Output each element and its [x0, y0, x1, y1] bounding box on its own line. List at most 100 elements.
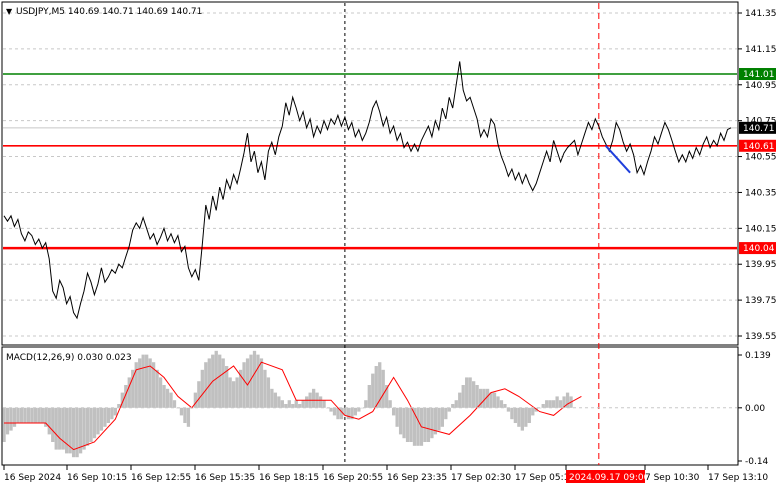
macd-bar	[510, 407, 514, 420]
macd-bar	[350, 407, 354, 420]
macd-bar	[423, 407, 427, 443]
macd-bar	[183, 407, 187, 424]
macd-bar	[506, 407, 511, 412]
time-tick-label: 16 Sep 18:15	[259, 473, 319, 483]
time-tick-label: 16 Sep 10:15	[67, 473, 127, 483]
macd-bar	[270, 388, 274, 408]
macd-bar	[113, 407, 118, 416]
time-axis: 16 Sep 2024 16 Sep 10:15 16 Sep 12:55 16 Se…	[3, 465, 768, 483]
macd-bar	[454, 400, 458, 408]
macd-bar	[447, 407, 451, 412]
macd-bar	[78, 407, 83, 454]
macd-bar	[204, 362, 208, 408]
macd-bar	[496, 396, 500, 408]
macd-bar	[58, 407, 62, 450]
macd-bar	[235, 377, 239, 408]
macd-bar	[92, 407, 97, 439]
macd-bar	[9, 407, 13, 431]
macd-bar	[280, 400, 284, 408]
price-tick-label: 139.75	[745, 296, 777, 306]
macd-bar	[353, 407, 358, 416]
macd-bar	[54, 407, 58, 450]
macd-bar	[186, 407, 191, 427]
macd-bar	[158, 377, 163, 408]
macd-title: MACD(12,26,9) 0.030 0.023	[6, 353, 132, 363]
level-label-box	[739, 139, 776, 152]
price-tick-label: 140.95	[745, 81, 777, 91]
price-grid	[3, 12, 737, 337]
price-tick-label: 140.35	[745, 188, 777, 198]
macd-bar	[545, 400, 549, 408]
time-tick-label: 16 Sep 2024	[4, 473, 61, 483]
price-tick-label: 140.15	[745, 224, 777, 234]
macd-bar	[252, 350, 257, 408]
macd-bar	[426, 407, 431, 443]
macd-bar	[513, 407, 518, 424]
macd-bar	[96, 407, 100, 435]
macd-bar	[378, 362, 382, 408]
macd-bar	[301, 400, 305, 408]
macd-bar	[336, 407, 340, 420]
macd-bar	[65, 407, 69, 454]
macd-bar	[110, 407, 114, 420]
macd-bar	[172, 400, 177, 408]
macd-bar	[266, 377, 271, 408]
macd-bar	[489, 392, 493, 408]
macd-bar	[360, 407, 364, 409]
macd-bar	[162, 385, 166, 408]
macd-bar	[374, 366, 378, 408]
macd-series	[2, 350, 582, 458]
price-series	[3, 61, 732, 320]
macd-bar	[416, 407, 420, 446]
macd-bar	[444, 407, 448, 420]
macd-bar	[47, 407, 51, 435]
macd-bar	[294, 400, 298, 408]
macd-bar	[395, 407, 399, 427]
macd-bar	[256, 354, 260, 408]
price-axis: 141.35 141.15 140.95 140.75 140.55 140.35 140.…	[738, 9, 777, 342]
macd-bar	[284, 404, 288, 408]
macd-bar	[433, 407, 438, 435]
time-tick-label: 16 Sep 23:35	[387, 473, 447, 483]
vertical-markers	[344, 3, 600, 465]
macd-bar	[242, 362, 246, 408]
time-tick-label: 16 Sep 20:55	[323, 473, 383, 483]
macd-bar	[402, 407, 406, 439]
macd-bar	[541, 404, 545, 408]
macd-bar	[412, 407, 417, 446]
macd-bar	[531, 407, 535, 416]
macd-bar	[332, 407, 337, 416]
macd-bar	[520, 407, 524, 431]
macd-bar	[398, 407, 403, 435]
macd-bar	[5, 407, 10, 435]
macd-bar	[371, 373, 375, 408]
chart-menu-icon[interactable]: ▼	[6, 7, 13, 16]
macd-bar	[391, 407, 396, 416]
macd-bar	[228, 377, 232, 408]
macd-bar	[68, 407, 72, 454]
macd-bar	[103, 407, 107, 427]
macd-bar	[346, 407, 351, 420]
macd-bar	[134, 362, 138, 408]
macd-bar	[197, 381, 201, 408]
level-label: 140.04	[743, 244, 775, 254]
macd-bar	[357, 407, 361, 412]
macd-bar	[19, 407, 24, 424]
macd-bar	[2, 407, 6, 443]
macd-bar	[263, 369, 267, 408]
time-tick-label: 2024.09.17 09:00	[569, 473, 650, 483]
macd-bar	[385, 385, 389, 408]
macd-bar	[478, 388, 483, 408]
macd-bar	[343, 407, 347, 416]
macd-bar	[169, 392, 173, 408]
macd-bar	[221, 358, 225, 408]
macd-bar	[245, 358, 250, 408]
macd-bar	[138, 358, 142, 408]
level-label-box	[739, 242, 776, 255]
trend-segment	[605, 145, 631, 174]
macd-signal-line	[4, 361, 582, 451]
macd-bar	[124, 385, 128, 408]
macd-bar	[200, 369, 204, 408]
macd-bar	[527, 407, 531, 424]
